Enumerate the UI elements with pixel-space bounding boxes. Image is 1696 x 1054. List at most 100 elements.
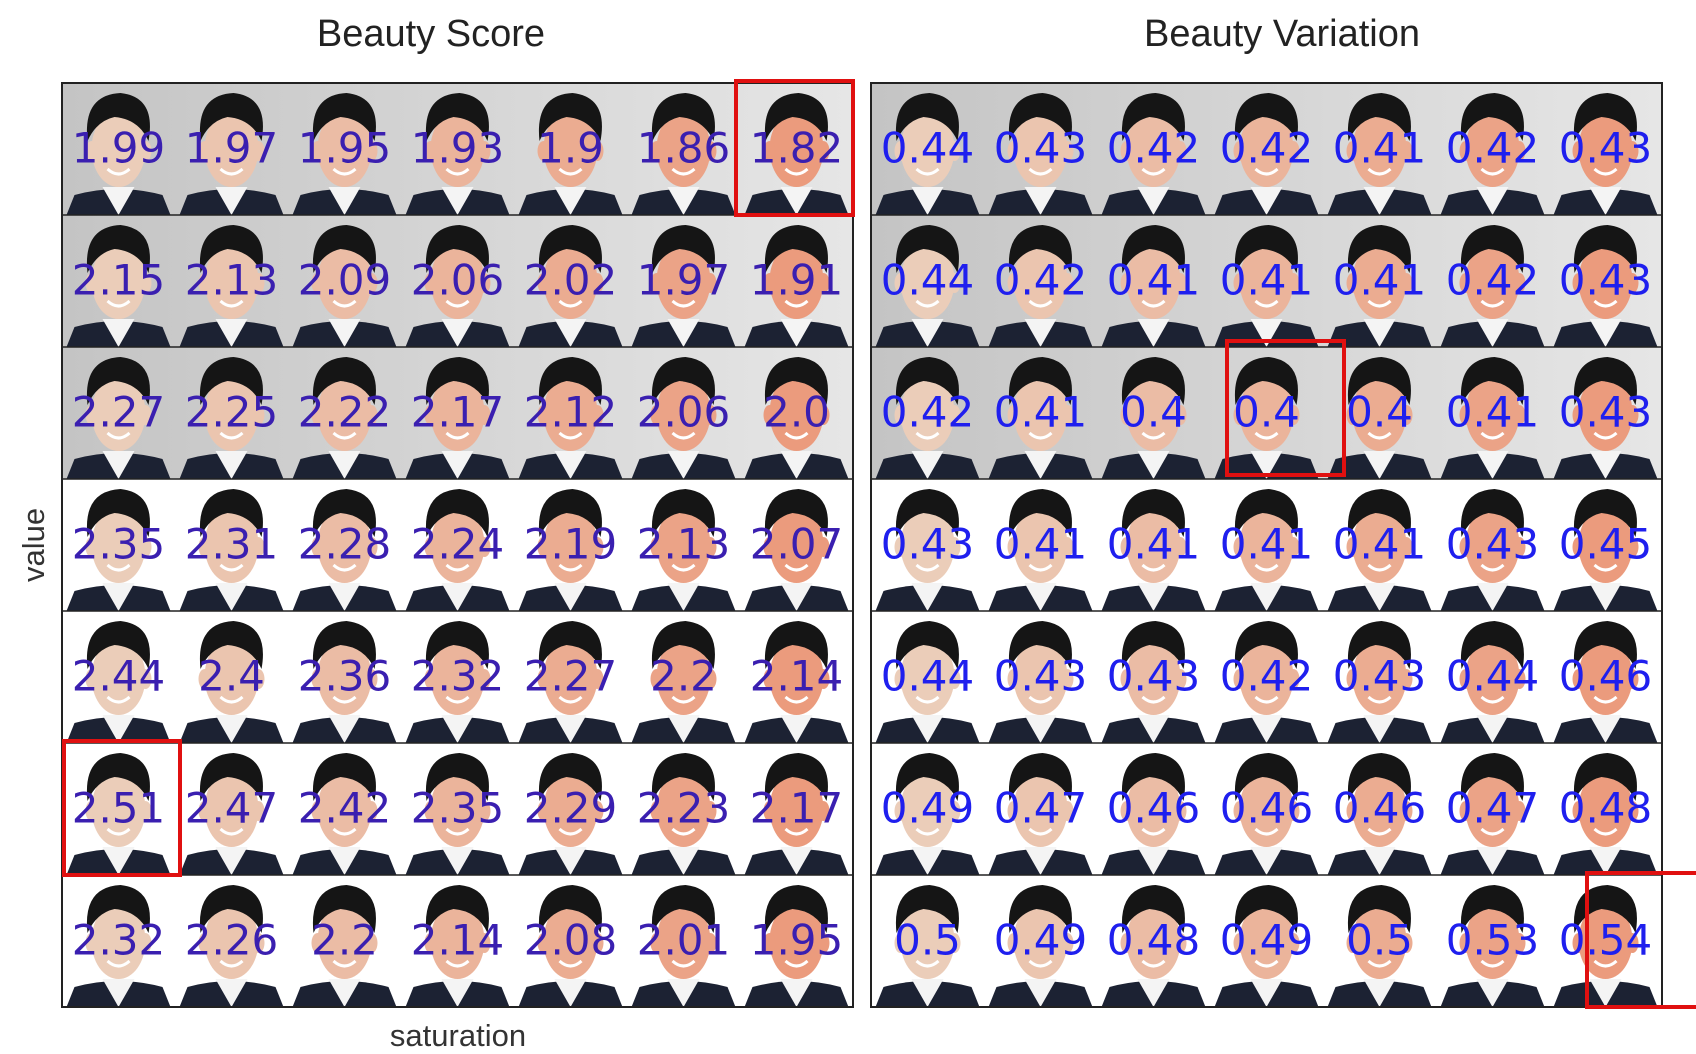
shirt <box>780 583 813 611</box>
ear <box>1400 141 1413 161</box>
ear <box>1174 537 1187 557</box>
cell-value: 0.42 <box>1107 124 1201 173</box>
ear <box>894 537 907 557</box>
cell-value: 0.41 <box>994 520 1088 569</box>
face-image <box>405 621 510 743</box>
ear <box>817 141 830 161</box>
shirt <box>1589 979 1622 1007</box>
face <box>1013 903 1068 979</box>
hair <box>1460 621 1524 669</box>
ear <box>1120 933 1133 953</box>
ear <box>1626 405 1639 425</box>
highlight-box <box>1585 871 1696 1009</box>
ear <box>252 405 265 425</box>
ear <box>1572 537 1585 557</box>
hair <box>86 621 150 669</box>
smile <box>445 959 470 968</box>
cell-value: 0.41 <box>1220 256 1314 305</box>
hair <box>86 885 150 933</box>
hair <box>425 357 489 405</box>
shirt <box>102 583 135 611</box>
cell-value: 0.41 <box>994 388 1088 437</box>
face-image <box>179 621 284 743</box>
hair <box>764 93 828 141</box>
face <box>543 771 598 847</box>
face <box>1578 375 1633 451</box>
face-image <box>875 225 980 347</box>
cell-value: 2.06 <box>411 256 505 305</box>
cell-value: 2.17 <box>411 388 505 437</box>
face <box>317 375 372 451</box>
smile <box>671 959 696 968</box>
cell-value: 0.43 <box>994 652 1088 701</box>
cell-value: 0.41 <box>1220 520 1314 569</box>
face-image <box>179 489 284 611</box>
ear <box>1400 273 1413 293</box>
smile <box>1254 695 1279 704</box>
shirt <box>102 319 135 347</box>
ear <box>139 669 152 689</box>
ear <box>139 141 152 161</box>
face-image <box>1101 753 1206 875</box>
ear <box>478 801 491 821</box>
shirt <box>554 451 587 479</box>
face-image <box>988 225 1093 347</box>
smile <box>784 563 809 572</box>
ear <box>311 801 324 821</box>
face <box>204 771 259 847</box>
ear <box>1572 933 1585 953</box>
ear <box>763 141 776 161</box>
ear <box>1572 273 1585 293</box>
face-image <box>292 225 397 347</box>
ear <box>1346 141 1359 161</box>
shirt <box>1137 583 1170 611</box>
smile <box>332 299 357 308</box>
shirt <box>1363 319 1396 347</box>
hair <box>86 225 150 273</box>
shirt <box>1137 187 1170 215</box>
hair <box>538 885 602 933</box>
ear <box>198 669 211 689</box>
ear <box>1061 933 1074 953</box>
ear <box>424 405 437 425</box>
face <box>1013 507 1068 583</box>
ear <box>1287 405 1300 425</box>
face <box>543 243 598 319</box>
face <box>1013 639 1068 715</box>
face-image <box>1101 357 1206 479</box>
ear <box>1400 933 1413 953</box>
face <box>656 243 711 319</box>
cell-value: 0.47 <box>994 784 1088 833</box>
ear <box>1120 801 1133 821</box>
ear <box>85 141 98 161</box>
ear <box>1287 141 1300 161</box>
hair <box>651 489 715 537</box>
face <box>1126 903 1181 979</box>
face-image <box>988 357 1093 479</box>
smile <box>915 299 940 308</box>
cell-value: 2.0 <box>763 388 830 437</box>
highlight-box <box>734 79 855 217</box>
ear <box>704 405 717 425</box>
face-image <box>875 621 980 743</box>
cell-value: 0.54 <box>1559 916 1653 965</box>
cell-value: 2.47 <box>185 784 279 833</box>
smile <box>558 959 583 968</box>
face-image <box>631 753 736 875</box>
ear <box>1626 273 1639 293</box>
ear <box>650 933 663 953</box>
hair <box>1008 225 1072 273</box>
cell-value: 0.44 <box>1446 652 1540 701</box>
shirt <box>1137 319 1170 347</box>
ear <box>763 933 776 953</box>
ear <box>478 141 491 161</box>
cell-value: 0.49 <box>1220 916 1314 965</box>
cell-value: 0.4 <box>1233 388 1300 437</box>
ear <box>478 405 491 425</box>
face <box>204 243 259 319</box>
ear <box>85 405 98 425</box>
hair <box>1121 357 1185 405</box>
ear <box>1174 801 1187 821</box>
shirt <box>328 451 361 479</box>
hair <box>1008 885 1072 933</box>
